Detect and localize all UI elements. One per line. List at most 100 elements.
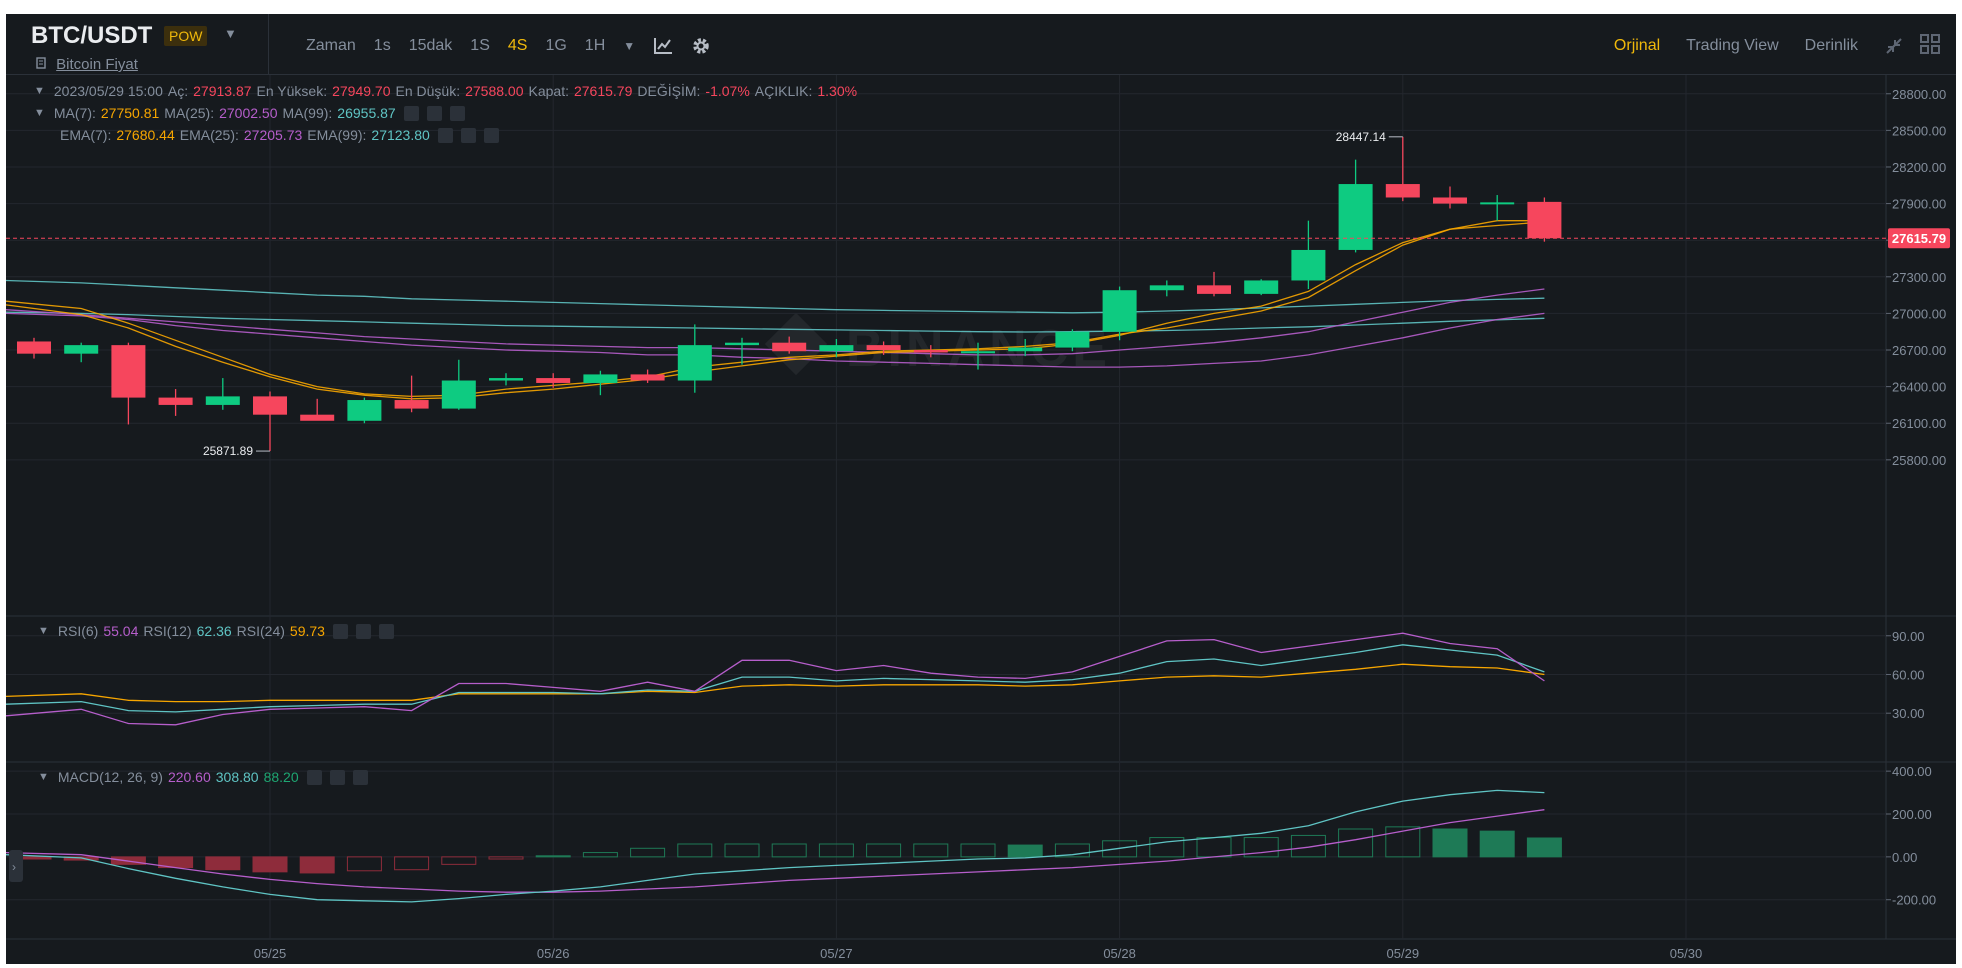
macd-visibility-icon[interactable] <box>306 769 322 785</box>
ema7-label: EMA(7): <box>60 127 112 143</box>
macd-histogram-bar <box>1149 837 1185 858</box>
rsi-collapse-icon[interactable]: ▼ <box>38 625 49 637</box>
candle <box>866 341 901 355</box>
annotation-label: 28447.14 <box>1336 130 1386 144</box>
macd-close-icon[interactable] <box>352 769 368 785</box>
rsi6-line <box>6 632 1545 726</box>
candle <box>1008 339 1043 357</box>
ma-row: ▼ MA(7): 27750.81 MA(25): 27002.50 MA(99… <box>34 102 857 124</box>
macd-settings-icon[interactable] <box>329 769 345 785</box>
candle <box>489 373 523 386</box>
candle <box>1149 280 1184 297</box>
subtitle: Bitcoin Fiyat <box>36 56 138 73</box>
macd-label: MACD(12, 26, 9) <box>57 769 163 785</box>
chart-legend: ▼ 2023/05/29 15:00 Aç: 27913.87 En Yükse… <box>34 80 857 146</box>
price-tick-label: 28500.00 <box>1892 123 1946 138</box>
macd-dif-line <box>6 789 1545 903</box>
coin-info-link[interactable]: Bitcoin Fiyat <box>56 56 138 73</box>
time-tick-label: 05/28 <box>1103 946 1136 961</box>
tab-1g[interactable]: 1G <box>545 37 567 54</box>
indicators-icon[interactable] <box>653 37 673 55</box>
current-price-tag <box>1888 228 1950 249</box>
tab-1h[interactable]: 1H <box>584 37 606 54</box>
candle <box>1433 186 1467 209</box>
macd-tick-label: 200.00 <box>1892 807 1932 822</box>
candle-body <box>630 374 665 381</box>
macd-collapse-icon[interactable]: ▼ <box>38 771 49 783</box>
macd-histogram-bar <box>818 843 854 858</box>
candle-body <box>1008 347 1043 352</box>
low-label: En Düşük: <box>395 83 461 99</box>
tab-4s[interactable]: 4S <box>507 37 528 54</box>
candle-body <box>347 400 382 421</box>
ema-close-icon[interactable] <box>483 127 499 143</box>
rsi-tick-label: 30.00 <box>1892 706 1925 721</box>
ma-visibility-icon[interactable] <box>403 105 419 121</box>
tab-zaman[interactable]: Zaman <box>306 37 356 54</box>
ma-collapse-icon[interactable]: ▼ <box>34 107 45 119</box>
tab-1s[interactable]: 1s <box>373 37 391 54</box>
ma7-value: 27750.81 <box>100 105 160 121</box>
ema7-value: 27680.44 <box>116 127 175 143</box>
low-value: 27588.00 <box>465 83 524 99</box>
candle <box>253 391 287 452</box>
change-value: -1.07% <box>705 83 750 99</box>
chart-svg: BINANCE 28800.0028500.0028200.0027900.00… <box>6 74 1956 961</box>
collapse-icon[interactable] <box>1884 36 1904 56</box>
ema-visibility-icon[interactable] <box>437 127 453 143</box>
candle-body <box>583 374 618 383</box>
pair-dropdown-icon[interactable]: ▼ <box>224 26 237 41</box>
rsi12-line <box>6 644 1545 713</box>
candle-body <box>489 378 523 381</box>
candle <box>347 397 382 424</box>
ma-settings-icon[interactable] <box>426 105 442 121</box>
candle-body <box>1480 202 1515 205</box>
candle-body <box>300 414 335 421</box>
price-tick-label: 26400.00 <box>1892 380 1946 395</box>
rsi-close-icon[interactable] <box>378 623 394 639</box>
candle-body <box>205 396 240 405</box>
price-tick-label: 27300.00 <box>1892 270 1946 285</box>
pair-title[interactable]: BTC/USDT <box>31 22 153 49</box>
open-value: 27913.87 <box>193 83 252 99</box>
grid-layout-icon[interactable] <box>1920 34 1940 54</box>
scroll-handle-icon[interactable]: › <box>12 860 16 874</box>
tab-15dak[interactable]: 15dak <box>408 37 453 54</box>
candle-body <box>913 350 948 353</box>
candle-body <box>725 342 759 346</box>
macd-tick-label: 400.00 <box>1892 764 1932 779</box>
candle <box>1102 286 1137 341</box>
tab-1S-upper[interactable]: 1S <box>470 37 490 54</box>
macd-histogram-bar <box>1385 826 1421 858</box>
tab-trading-view[interactable]: Trading View <box>1686 37 1779 54</box>
settings-gear-icon[interactable] <box>691 36 711 56</box>
price-tick-label: 28200.00 <box>1892 160 1946 175</box>
macd-histogram-bar <box>299 856 335 874</box>
current-price-line: 27615.79 <box>6 228 1950 249</box>
ema25-value: 27205.73 <box>243 127 303 143</box>
ema-settings-icon[interactable] <box>460 127 476 143</box>
high-value: 27949.70 <box>332 83 391 99</box>
rsi-legend: ▼ RSI(6) 55.04 RSI(12) 62.36 RSI(24) 59.… <box>38 623 394 639</box>
scroll-handle[interactable] <box>9 850 23 882</box>
ema25-label: EMA(25): <box>179 127 239 143</box>
rsi-settings-icon[interactable] <box>355 623 371 639</box>
macd-histogram-bar <box>1526 837 1562 858</box>
ema99-line <box>6 311 1545 333</box>
view-tabs: Orjinal Trading View Derinlik <box>1614 36 1904 56</box>
macd-dea-line <box>6 809 1545 893</box>
time-tick-label: 05/25 <box>254 946 287 961</box>
tab-orjinal[interactable]: Orjinal <box>1613 37 1661 54</box>
rsi24-value: 59.73 <box>289 623 325 639</box>
rsi6-label: RSI(6) <box>57 623 99 639</box>
macd-histogram-bar <box>441 856 477 865</box>
tab-derinlik[interactable]: Derinlik <box>1804 37 1858 54</box>
more-timeframes-icon[interactable]: ▼ <box>623 39 636 53</box>
candle-body <box>394 400 429 409</box>
legend-collapse-icon[interactable]: ▼ <box>34 85 45 97</box>
candle-body <box>1338 184 1373 250</box>
rsi-visibility-icon[interactable] <box>332 623 348 639</box>
layout-controls <box>1920 34 1940 54</box>
macd-histogram-bar <box>677 843 713 858</box>
ma-close-icon[interactable] <box>449 105 465 121</box>
